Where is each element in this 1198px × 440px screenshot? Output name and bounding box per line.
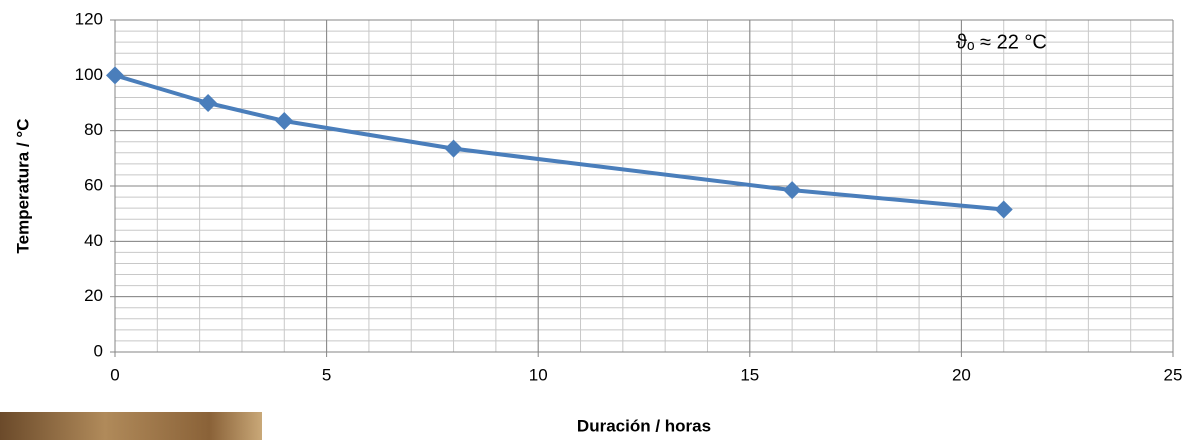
y-tick-label: 120 [75, 9, 103, 28]
y-tick-label: 60 [84, 175, 103, 194]
marker [444, 139, 463, 158]
x-tick-label: 10 [529, 365, 548, 384]
x-tick-label: 25 [1164, 365, 1183, 384]
y-tick-label: 0 [94, 341, 103, 360]
x-tick-label: 20 [952, 365, 971, 384]
y-tick-label: 40 [84, 231, 103, 250]
y-axis-title: Temperatura / °C [13, 119, 32, 254]
annotation: ϑₒ ≈ 22 °C [956, 31, 1047, 53]
marker [106, 66, 124, 85]
line [114, 73, 1004, 212]
y-tick-label: 80 [84, 120, 103, 139]
photo [0, 412, 262, 440]
marker [783, 181, 802, 200]
marker [994, 200, 1013, 219]
marker [275, 111, 294, 130]
x-tick-label: 15 [740, 365, 759, 384]
y-tick-label: 100 [75, 65, 103, 84]
x-axis-title: Duración / horas [577, 416, 711, 435]
grid [114, 19, 1174, 353]
x-tick-label: 5 [322, 365, 331, 384]
marker [199, 94, 218, 112]
x-tick-label: 0 [110, 365, 119, 384]
y-tick-label: 20 [84, 286, 103, 305]
